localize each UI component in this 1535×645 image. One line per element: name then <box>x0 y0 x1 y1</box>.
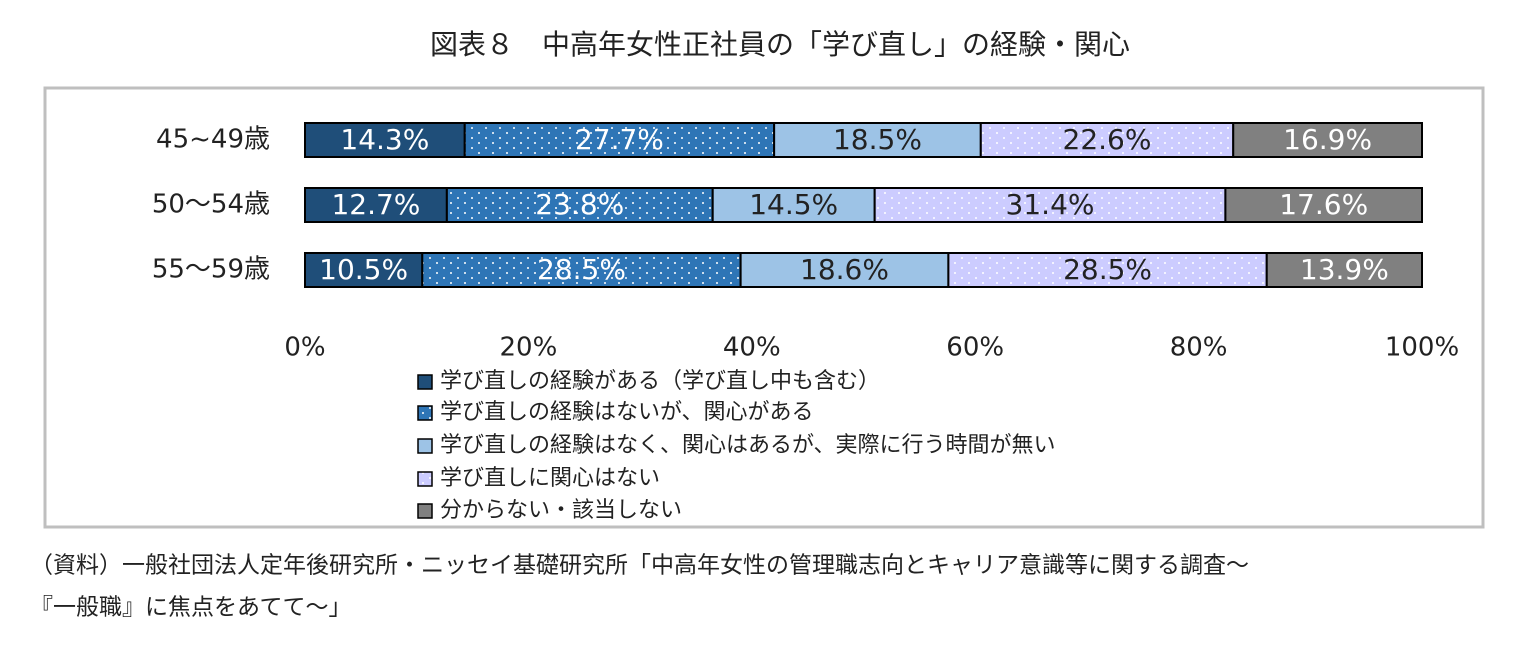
y-tick-label: 55～59歳 <box>152 255 270 285</box>
x-tick-label: 80% <box>1170 333 1228 363</box>
bar-segment <box>463 122 776 158</box>
bar-segment <box>445 187 714 223</box>
bar-segment <box>739 252 950 288</box>
plot-frame <box>43 86 1485 529</box>
bar-segment <box>304 187 448 223</box>
legend-label: 学び直しの経験がある（学び直し中も含む） <box>440 369 880 394</box>
x-tick-label: 0% <box>284 333 325 363</box>
value-label: 10.5% <box>319 253 408 286</box>
bar-segment <box>421 252 742 288</box>
value-label: 22.6% <box>1063 123 1152 156</box>
value-label: 12.7% <box>331 188 420 221</box>
bar-segment <box>1265 252 1424 288</box>
chart-title: 図表８ 中高年女性正社員の「学び直し」の経験・関心 <box>430 28 1130 61</box>
bar-segment <box>711 187 876 223</box>
value-label: 17.6% <box>1279 188 1368 221</box>
x-tick-label: 20% <box>500 333 558 363</box>
legend-swatch <box>417 503 433 519</box>
y-tick-label: 50～54歳 <box>152 190 270 220</box>
legend-swatch <box>417 471 433 487</box>
value-label: 14.3% <box>340 123 429 156</box>
legend-label: 分からない・該当しない <box>440 498 682 523</box>
legend-label: 学び直しの経験はないが、関心がある <box>440 400 814 425</box>
source-note: 『一般職』に焦点をあてて～」 <box>30 595 352 621</box>
bar-segment <box>979 122 1235 158</box>
value-label: 27.7% <box>575 123 664 156</box>
bar-segment <box>304 252 424 288</box>
value-label: 31.4% <box>1006 188 1095 221</box>
legend-swatch <box>417 374 433 390</box>
bar-segment <box>304 122 466 158</box>
x-tick-label: 60% <box>946 333 1004 363</box>
value-label: 16.9% <box>1283 123 1372 156</box>
value-label: 28.5% <box>1063 253 1152 286</box>
bar-segment <box>1232 122 1424 158</box>
legend-label: 学び直しの経験はなく、関心はあるが、実際に行う時間が無い <box>440 433 1056 458</box>
value-label: 18.6% <box>800 253 889 286</box>
value-label: 18.5% <box>833 123 922 156</box>
x-tick-label: 100% <box>1385 333 1459 363</box>
x-tick-label: 40% <box>723 333 781 363</box>
legend-label: 学び直しに関心はない <box>440 466 660 491</box>
value-label: 14.5% <box>749 188 838 221</box>
bar-segment <box>873 187 1227 223</box>
value-label: 28.5% <box>537 253 626 286</box>
bar-segment <box>1224 187 1423 223</box>
y-tick-label: 45~49歳 <box>156 125 270 155</box>
value-label: 23.8% <box>535 188 624 221</box>
legend-swatch <box>417 405 433 421</box>
value-label: 13.9% <box>1300 253 1389 286</box>
source-note: （資料）一般社団法人定年後研究所・ニッセイ基礎研究所「中高年女性の管理職志向とキ… <box>30 553 1249 579</box>
legend-swatch <box>417 438 433 454</box>
